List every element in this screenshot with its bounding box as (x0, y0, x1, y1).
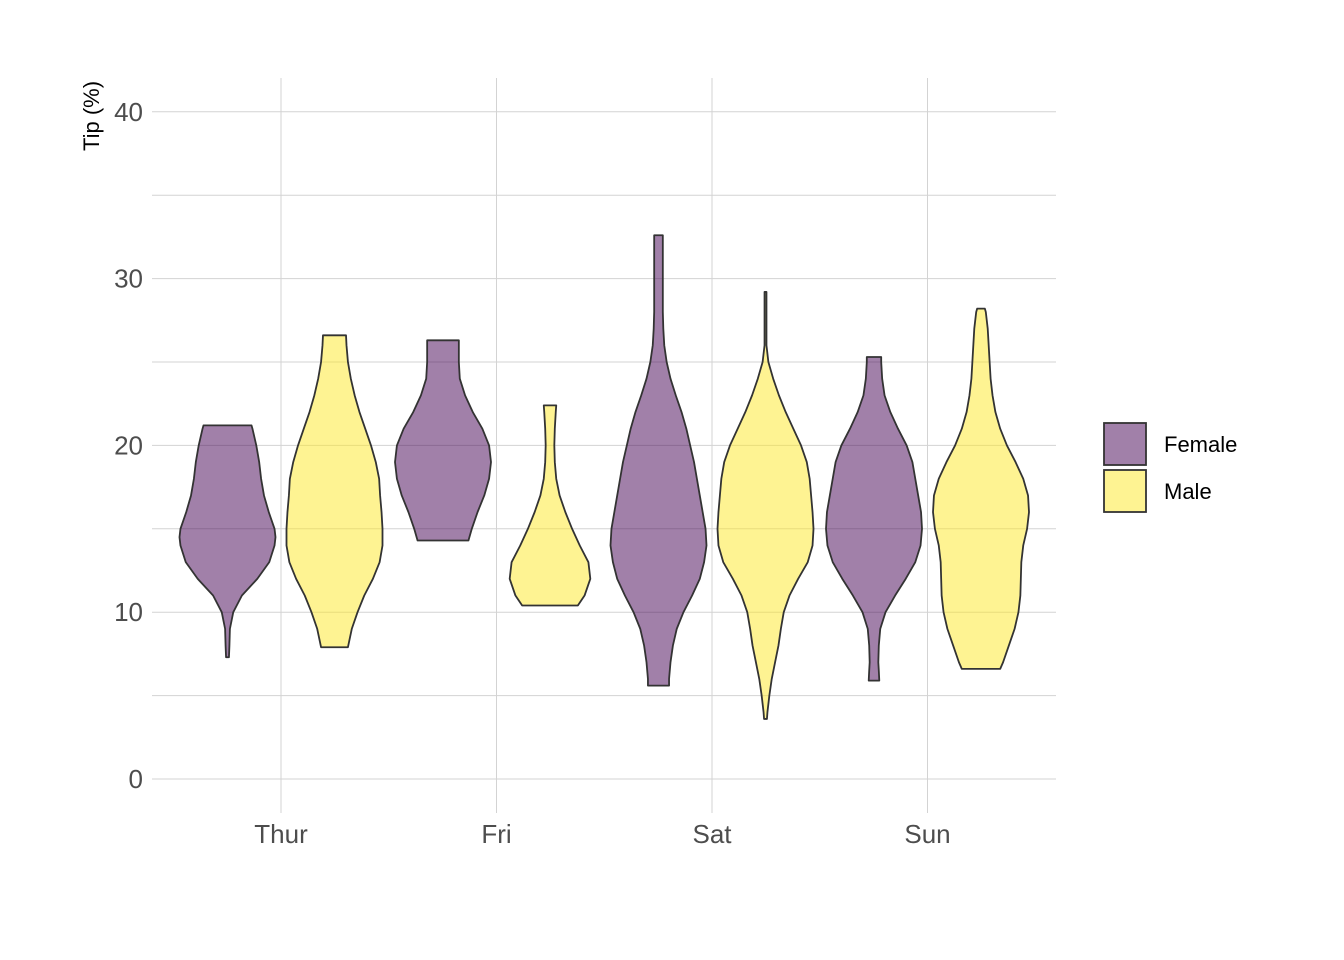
y-tick-label: 20 (114, 430, 143, 460)
y-axis-ticks: 0 10 20 30 40 (114, 97, 143, 794)
gridlines (152, 78, 1056, 813)
x-tick-label-thur: Thur (254, 819, 308, 849)
x-tick-label-fri: Fri (481, 819, 511, 849)
y-tick-label: 40 (114, 97, 143, 127)
violin-male-sun (932, 307, 1030, 670)
violin-male-thur (285, 334, 384, 649)
x-axis-ticks: Thur Fri Sat Sun (254, 819, 950, 849)
legend-label-male: Male (1164, 479, 1212, 504)
violin-female-sun (825, 356, 923, 682)
legend-key-male (1103, 469, 1147, 513)
legend-label-female: Female (1164, 432, 1237, 457)
y-axis-title: Tip (%) (79, 81, 104, 151)
y-tick-label: 0 (129, 764, 143, 794)
y-tick-label: 10 (114, 597, 143, 627)
legend-key-female (1103, 422, 1147, 466)
violin-male-sat (716, 291, 815, 720)
x-tick-label-sat: Sat (692, 819, 732, 849)
violin-male-fri (508, 404, 592, 607)
violin-female-thur (178, 424, 277, 659)
violin-female-fri (394, 339, 492, 542)
legend: Female Male (1103, 422, 1237, 513)
x-tick-label-sun: Sun (904, 819, 950, 849)
y-tick-label: 30 (114, 264, 143, 294)
violin-female-sat (609, 234, 708, 687)
violins (178, 234, 1030, 720)
